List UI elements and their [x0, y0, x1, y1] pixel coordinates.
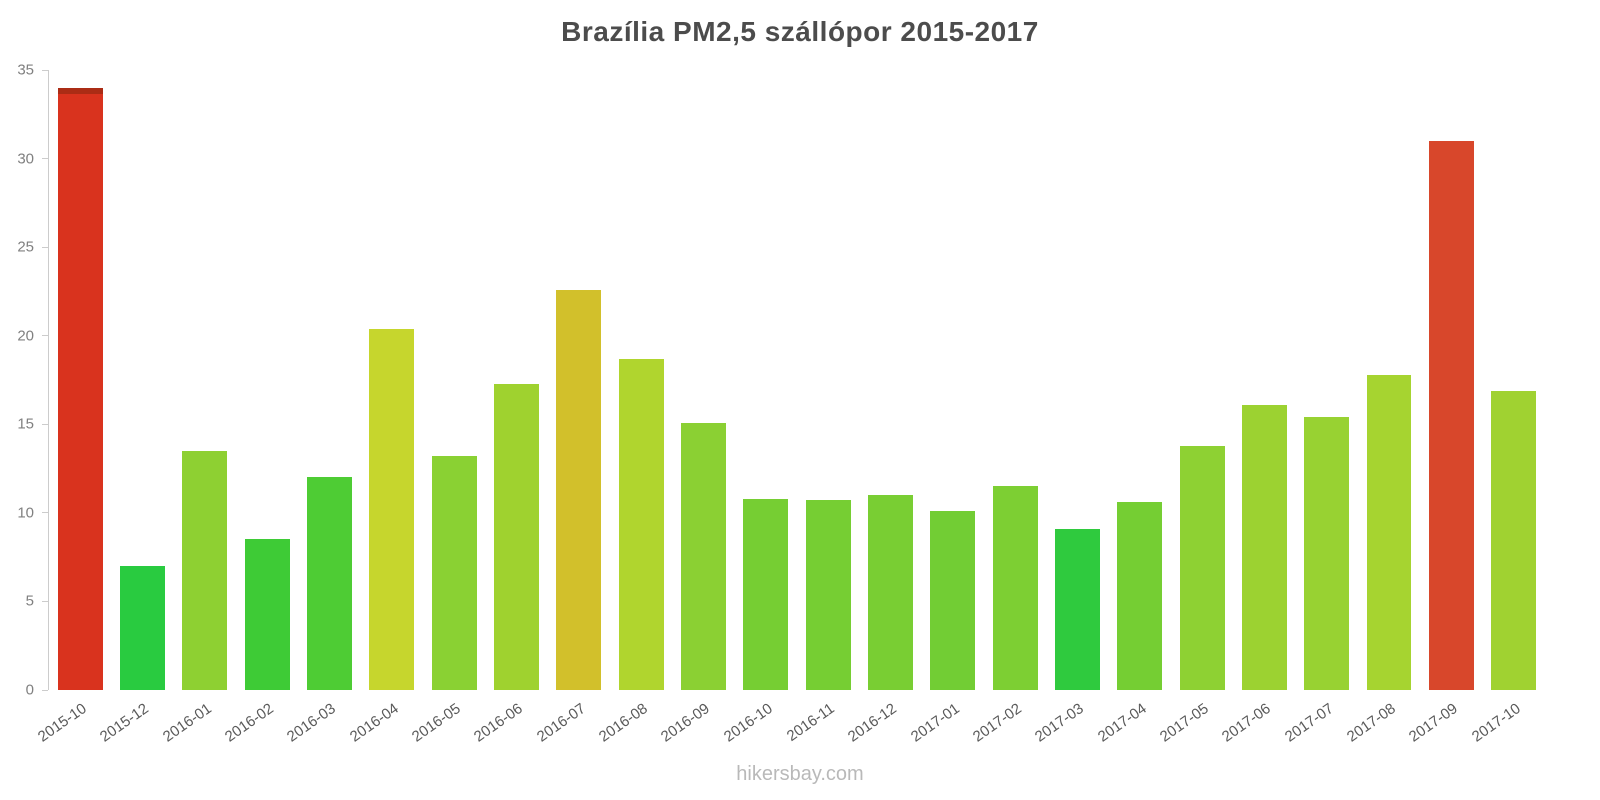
x-tick-label: 2017-03	[1032, 700, 1088, 746]
x-tick-label: 2016-03	[284, 700, 340, 746]
bar-2016-08	[618, 358, 664, 690]
bar-slot: 2016-01	[160, 70, 236, 746]
bar-slot: 2015-10	[35, 70, 111, 746]
bar-slot: 2017-01	[908, 70, 984, 746]
bar-slot: 2017-06	[1219, 70, 1295, 746]
bar-slot: 2016-10	[721, 70, 797, 746]
bar-2016-07	[556, 289, 602, 690]
bar-slot: 2017-07	[1282, 70, 1358, 746]
y-tick-label: 35	[17, 61, 34, 79]
x-tick-label: 2016-01	[159, 700, 215, 746]
bar-slot: 2016-11	[784, 70, 859, 745]
plot-area: 2015-10 2015-12 2016-01 2016-02 2016-03 2016-…	[35, 69, 1545, 746]
bar-2017-01	[930, 511, 976, 690]
bar-slot: 2016-03	[284, 70, 360, 746]
bar-2015-12	[120, 566, 165, 690]
y-axis-tick	[42, 600, 48, 602]
x-tick-label: 2015-12	[97, 700, 153, 746]
x-tick-label: 2017-04	[1094, 700, 1150, 746]
bar-slot: 2016-09	[658, 70, 734, 746]
bar-2017-06	[1241, 404, 1287, 690]
y-tick-label: 5	[25, 592, 34, 610]
bar-slot: 2016-07	[534, 70, 610, 746]
y-tick-label: 0	[25, 681, 34, 699]
bar-2017-09	[1428, 140, 1474, 690]
x-tick-label: 2017-07	[1281, 700, 1337, 746]
bar-slot: 2017-10	[1469, 70, 1545, 746]
bar-2015-10	[57, 87, 103, 690]
bar-slot: 2016-02	[222, 70, 298, 746]
bar-2017-02	[992, 486, 1038, 690]
bar-2017-04	[1117, 502, 1163, 690]
y-axis-tick	[42, 246, 48, 248]
x-tick-label: 2016-02	[222, 700, 277, 746]
x-tick-label: 2017-06	[1219, 700, 1275, 746]
bar-slot: 2016-04	[347, 70, 423, 746]
bar-slot: 2016-06	[471, 70, 547, 746]
bar-2016-03	[307, 477, 352, 690]
bar-slot: 2017-08	[1344, 70, 1420, 746]
y-tick-label: 10	[17, 504, 34, 522]
x-tick-label: 2017-05	[1156, 700, 1212, 746]
bar-2016-11	[805, 500, 851, 690]
chart-title: Brazília PM2,5 szállópor 2015-2017	[561, 16, 1039, 47]
x-tick-label: 2015-10	[35, 700, 90, 746]
x-tick-label: 2016-09	[658, 700, 714, 746]
x-tick-label: 2017-08	[1343, 700, 1399, 746]
x-tick-label: 2016-06	[471, 700, 527, 746]
x-tick-label: 2017-01	[907, 700, 963, 746]
y-tick-label: 25	[17, 238, 34, 256]
y-tick-label: 30	[17, 150, 34, 168]
x-tick-label: 2017-10	[1468, 700, 1524, 746]
y-axis-tick	[42, 335, 48, 337]
y-axis-tick	[42, 689, 48, 691]
y-axis-tick	[42, 512, 48, 514]
bar-2016-05	[431, 456, 477, 690]
bar-2017-08	[1366, 374, 1412, 690]
bar-2017-05	[1179, 445, 1225, 690]
bar-slot: 2016-08	[596, 70, 672, 746]
bar-2016-10	[743, 498, 789, 690]
x-tick-label: 2017-09	[1406, 700, 1462, 746]
bar-slot: 2016-12	[845, 70, 921, 746]
bar-slot: 2017-05	[1157, 70, 1233, 746]
bar-2016-01	[182, 450, 228, 690]
bar-2016-02	[244, 539, 290, 690]
bar-2016-12	[867, 495, 913, 690]
bar-slot: 2015-12	[97, 70, 173, 746]
bar-slot: 2017-03	[1032, 70, 1108, 746]
y-tick-label: 15	[17, 415, 34, 433]
bar-slot: 2017-09	[1406, 70, 1482, 746]
y-axis-tick	[42, 423, 48, 425]
watermark: hikersbay.com	[736, 763, 864, 785]
x-tick-label: 2016-04	[346, 700, 402, 746]
x-tick-label: 2016-08	[596, 700, 651, 746]
x-tick-label: 2016-10	[720, 700, 776, 746]
x-tick-label: 2016-12	[845, 700, 901, 746]
y-axis-tick	[42, 69, 48, 71]
x-tick-label: 2016-05	[409, 700, 464, 746]
x-tick-label: 2016-11	[783, 700, 838, 745]
bar-slot: 2017-02	[970, 70, 1046, 746]
bar-2016-06	[494, 383, 539, 690]
bar-2017-03	[1054, 528, 1100, 690]
bar-2017-10	[1491, 390, 1537, 690]
bar-2016-04	[369, 328, 415, 690]
bar-2017-07	[1304, 417, 1350, 690]
y-axis: 0 5 10 15 20 25 30 35	[0, 62, 42, 699]
x-tick-label: 2016-07	[533, 700, 589, 746]
x-tick-label: 2017-02	[969, 700, 1025, 746]
bar-slot: 2016-05	[409, 70, 485, 746]
bar-2016-09	[681, 422, 726, 690]
bar-slot: 2017-04	[1095, 70, 1171, 746]
y-axis-tick	[42, 158, 48, 160]
y-tick-label: 20	[17, 327, 34, 345]
